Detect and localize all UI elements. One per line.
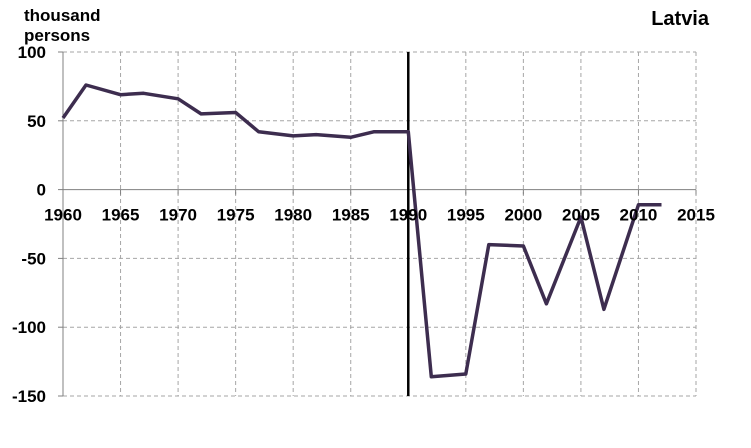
gridlines bbox=[63, 51, 697, 397]
axes bbox=[58, 51, 697, 397]
x-tick-label: 1990 bbox=[389, 206, 427, 225]
x-tick-label: 2010 bbox=[620, 206, 658, 225]
y-tick-label: -50 bbox=[21, 249, 46, 268]
y-tick-label: 50 bbox=[27, 112, 46, 131]
y-tick-label: -150 bbox=[12, 387, 46, 406]
x-tick-label: 1960 bbox=[44, 206, 82, 225]
y-axis-unit-label: thousand persons bbox=[24, 6, 101, 45]
y-tick-label: 0 bbox=[37, 181, 46, 200]
chart-title: Latvia bbox=[651, 8, 709, 30]
x-tick-label: 1975 bbox=[217, 206, 255, 225]
series-line bbox=[61, 83, 662, 379]
x-tick-label: 1965 bbox=[102, 206, 140, 225]
x-tick-label: 1980 bbox=[274, 206, 312, 225]
y-tick-label: 100 bbox=[18, 43, 46, 62]
x-tick-label: 2015 bbox=[677, 206, 715, 225]
x-tick-label: 1970 bbox=[159, 206, 197, 225]
x-tick-label: 1985 bbox=[332, 206, 370, 225]
x-tick-label: 1995 bbox=[447, 206, 485, 225]
x-tick-label: 2000 bbox=[504, 206, 542, 225]
x-tick-labels: 1960 1965 1970 1975 1980 1985 1990 1995 2000 2005… bbox=[44, 206, 715, 225]
y-tick-label: -100 bbox=[12, 318, 46, 337]
x-tick-label: 2005 bbox=[562, 206, 600, 225]
series-group bbox=[61, 83, 662, 379]
y-tick-labels: 100 50 0 -50 -100 -150 bbox=[12, 43, 46, 406]
